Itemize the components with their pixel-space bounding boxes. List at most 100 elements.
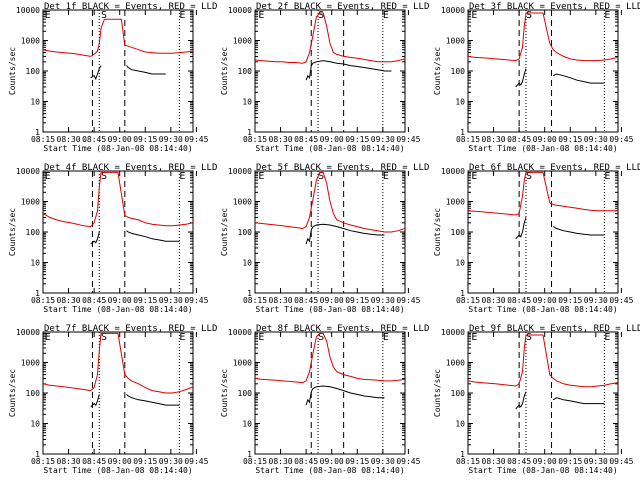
series-line-lld <box>255 171 405 233</box>
marker-label-e: E <box>45 332 51 343</box>
y-tick-label: 100 <box>26 228 41 237</box>
x-tick-label: 09:15 <box>133 457 157 466</box>
x-tick-label: 08:15 <box>456 457 480 466</box>
chart-title: Det 8f BLACK = Events, RED = LLD <box>256 324 429 334</box>
marker-label-s: S <box>526 171 532 182</box>
chart-panel-5: Det 5f BLACK = Events, RED = LLD 1 10 100 10… <box>220 163 429 314</box>
x-tick-label: 09:15 <box>345 296 369 305</box>
x-tick-label: 09:30 <box>371 457 395 466</box>
y-tick-label: 100 <box>26 389 41 398</box>
x-tick-label: 09:00 <box>320 457 344 466</box>
marker-label-e: E <box>179 332 185 343</box>
y-tick-label: 1000 <box>446 37 465 46</box>
x-tick-label: 09:00 <box>108 296 132 305</box>
x-tick-label: 09:30 <box>159 457 183 466</box>
x-tick-label: 09:45 <box>184 457 208 466</box>
marker-label-s: S <box>101 171 107 182</box>
x-tick-label: 09:00 <box>108 457 132 466</box>
y-tick-label: 1000 <box>21 198 40 207</box>
x-axis-label: Start Time (08-Jan-08 08:14:40) <box>43 305 192 314</box>
x-tick-label: 08:30 <box>57 457 81 466</box>
x-tick-label: 08:30 <box>269 457 293 466</box>
series-line-lld <box>468 334 618 388</box>
plot-frame <box>467 331 619 455</box>
y-tick-label: 1 <box>247 450 252 459</box>
y-tick-label: 100 <box>238 228 253 237</box>
y-tick-label: 10000 <box>441 167 465 176</box>
x-tick-label: 08:45 <box>82 296 106 305</box>
x-axis-label: Start Time (08-Jan-08 08:14:40) <box>468 305 617 314</box>
x-tick-label: 08:30 <box>482 135 506 144</box>
y-tick-label: 1000 <box>233 198 252 207</box>
y-tick-label: 1 <box>247 289 252 298</box>
y-tick-label: 1 <box>35 289 40 298</box>
x-axis-label: Start Time (08-Jan-08 08:14:40) <box>468 466 617 475</box>
chart-panel-3: Det 3f BLACK = Events, RED = LLD 1 10 100 10… <box>433 2 640 153</box>
x-tick-label: 09:00 <box>533 457 557 466</box>
x-tick-label: 08:45 <box>294 135 318 144</box>
x-tick-label: 09:15 <box>133 135 157 144</box>
y-tick-label: 1 <box>35 128 40 137</box>
x-tick-label: 09:30 <box>584 296 608 305</box>
y-axis-label: Counts/sec <box>8 208 17 256</box>
x-tick-label: 09:45 <box>184 296 208 305</box>
series-line-events <box>305 60 392 81</box>
y-tick-label: 10 <box>455 259 465 268</box>
x-tick-label: 09:45 <box>184 135 208 144</box>
marker-label-e: E <box>604 171 610 182</box>
x-tick-label: 09:15 <box>345 135 369 144</box>
series-line-events <box>90 394 180 408</box>
x-tick-label: 09:15 <box>558 135 582 144</box>
marker-label-s: S <box>101 10 107 21</box>
x-axis-label: Start Time (08-Jan-08 08:14:40) <box>255 305 404 314</box>
y-tick-label: 100 <box>451 228 466 237</box>
marker-label-e: E <box>604 332 610 343</box>
plot-frame <box>467 170 619 294</box>
x-tick-label: 08:15 <box>243 296 267 305</box>
series-line-events <box>515 391 605 410</box>
y-tick-label: 1 <box>460 289 465 298</box>
x-tick-label: 08:45 <box>294 296 318 305</box>
plot-frame <box>42 170 194 294</box>
marker-label-s: S <box>526 10 532 21</box>
marker-label-e: E <box>258 10 264 21</box>
chart-title: Det 7f BLACK = Events, RED = LLD <box>44 324 217 334</box>
series-line-lld <box>43 332 193 394</box>
series-line-lld <box>255 332 405 384</box>
x-tick-label: 08:30 <box>269 296 293 305</box>
marker-label-e: E <box>471 332 477 343</box>
y-tick-label: 10 <box>242 98 252 107</box>
chart-title: Det 6f BLACK = Events, RED = LLD <box>469 163 640 173</box>
x-axis-label: Start Time (08-Jan-08 08:14:40) <box>43 144 192 153</box>
chart-panel-4: Det 4f BLACK = Events, RED = LLD 1 10 100 10… <box>8 163 217 314</box>
y-tick-label: 10000 <box>16 328 40 337</box>
x-tick-label: 09:45 <box>396 135 420 144</box>
x-axis-label: Start Time (08-Jan-08 08:14:40) <box>255 466 404 475</box>
x-tick-label: 09:30 <box>159 135 183 144</box>
y-axis-label: Counts/sec <box>433 208 442 256</box>
y-tick-label: 1000 <box>21 359 40 368</box>
marker-label-e: E <box>471 171 477 182</box>
series-line-events <box>90 230 180 245</box>
marker-label-s: S <box>101 332 107 343</box>
y-tick-label: 10000 <box>228 328 252 337</box>
chart-title: Det 1f BLACK = Events, RED = LLD <box>44 2 217 12</box>
x-tick-label: 09:30 <box>584 457 608 466</box>
marker-label-s: S <box>318 332 324 343</box>
y-tick-label: 10000 <box>441 6 465 15</box>
x-tick-label: 08:30 <box>57 135 81 144</box>
x-tick-label: 09:15 <box>345 457 369 466</box>
y-tick-label: 10 <box>30 259 40 268</box>
x-tick-label: 08:45 <box>507 457 531 466</box>
x-tick-label: 09:45 <box>396 296 420 305</box>
chart-panel-1: Det 1f BLACK = Events, RED = LLD 1 10 100 10… <box>8 2 217 153</box>
x-tick-label: 09:30 <box>371 296 395 305</box>
chart-panel-8: Det 8f BLACK = Events, RED = LLD 1 10 100 10… <box>220 324 429 475</box>
chart-panel-9: Det 9f BLACK = Events, RED = LLD 1 10 100 10… <box>433 324 640 475</box>
y-tick-label: 1 <box>460 128 465 137</box>
y-tick-label: 1000 <box>446 198 465 207</box>
x-tick-label: 09:30 <box>584 135 608 144</box>
marker-label-e: E <box>383 10 389 21</box>
chart-panel-6: Det 6f BLACK = Events, RED = LLD 1 10 100 10… <box>433 163 640 314</box>
chart-title: Det 3f BLACK = Events, RED = LLD <box>469 2 640 12</box>
